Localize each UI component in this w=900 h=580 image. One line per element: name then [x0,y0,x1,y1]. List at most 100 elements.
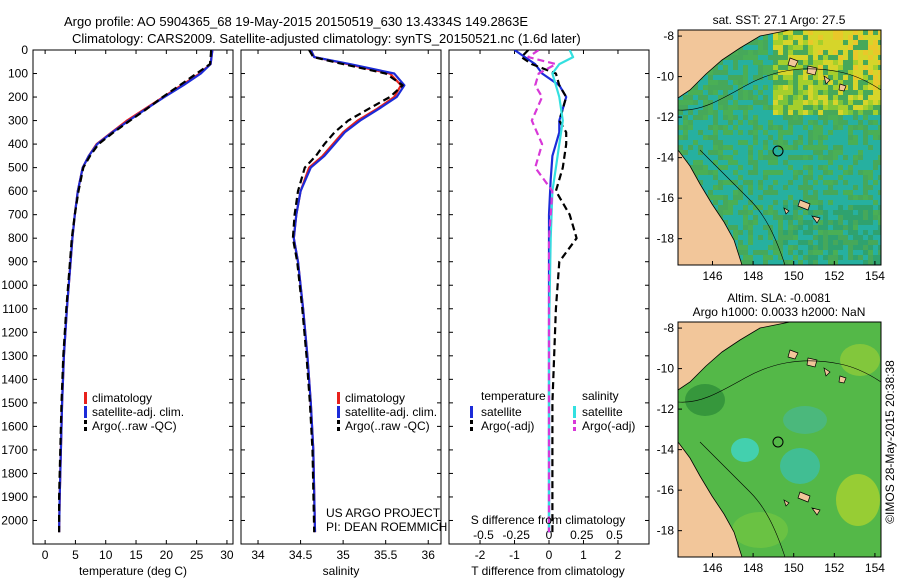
sst-cell [848,230,853,235]
sst-cell [828,65,833,70]
sst-cell [848,185,853,190]
sst-cell [718,160,723,165]
sst-cell [813,105,818,110]
sst-cell [693,150,698,155]
sst-cell [768,210,773,215]
sst-cell [778,130,783,135]
sst-cell [718,105,723,110]
sst-cell [813,95,818,100]
sst-cell [848,190,853,195]
sst-cell [733,215,738,220]
sst-cell [788,140,793,145]
sst-cell [878,185,881,190]
sst-cell [868,95,873,100]
sst-cell [778,150,783,155]
sst-cell [703,165,708,170]
sst-axis-ticks: 146 148 150 152 154 -8 -10 -12 -14 -16 -18 [657,29,886,283]
sst-cell [878,170,881,175]
sst-cell [688,130,693,135]
sst-cell [743,140,748,145]
sst-cell [778,145,783,150]
sst-cell [843,75,848,80]
sst-cell [783,150,788,155]
sst-cell [683,110,688,115]
sst-cell [728,140,733,145]
sst-cell [853,260,858,265]
sst-cell [738,175,743,180]
sst-cell [803,215,808,220]
sst-cell [798,110,803,115]
sst-cell [813,85,818,90]
sst-cell [818,245,823,250]
sst-cell [778,95,783,100]
sst-cell [803,235,808,240]
sst-cell [813,170,818,175]
sst-cell [858,70,863,75]
sst-cell [788,210,793,215]
sst-cell [728,65,733,70]
sst-cell [798,195,803,200]
x-tick-label: 0 [42,548,49,562]
sst-cell [788,245,793,250]
sst-cell [868,100,873,105]
sst-cell [803,245,808,250]
sst-cell [763,80,768,85]
sst-cell [868,70,873,75]
sst-cell [748,165,753,170]
sst-cell [848,165,853,170]
sst-cell [853,205,858,210]
sst-cell [843,220,848,225]
sst-cell [828,35,833,40]
sst-cell [833,95,838,100]
sst-cell [808,50,813,55]
sst-cell [758,60,763,65]
sst-cell [818,190,823,195]
sst-cell [803,140,808,145]
map-y-tick-label: -8 [663,321,674,335]
sst-cell [748,135,753,140]
sst-cell [763,120,768,125]
sst-cell [693,145,698,150]
sst-cell [838,135,843,140]
sst-cell [818,205,823,210]
sst-cell [778,120,783,125]
sst-cell [878,245,881,250]
sst-cell [738,70,743,75]
sst-cell [873,50,878,55]
sst-cell [753,140,758,145]
sst-cell [763,205,768,210]
sst-cell [688,90,693,95]
sst-cell [733,200,738,205]
sst-cell [878,85,881,90]
sst-cell [843,205,848,210]
sla-axis-ticks: 146 148 150 152 154 -8 -10 -12 -14 -16 -18 [657,321,886,575]
sst-cell [753,195,758,200]
sst-cell [853,130,858,135]
sst-cell [693,120,698,125]
sst-cell [783,255,788,260]
map-y-tick-label: -8 [663,29,674,43]
sst-cell [873,130,878,135]
sst-cell [763,115,768,120]
sst-cell [823,105,828,110]
sst-cell [748,80,753,85]
sst-cell [838,55,843,60]
sst-cell [868,230,873,235]
sst-cell [833,115,838,120]
sst-cell [823,185,828,190]
sst-cell [738,110,743,115]
sst-cell [743,55,748,60]
sst-cell [723,180,728,185]
sst-cell [813,180,818,185]
sst-cell [828,245,833,250]
sst-cell [828,180,833,185]
map-x-tick-label: 154 [865,561,885,575]
x-tick-label: 35 [336,548,350,562]
sst-cell [723,125,728,130]
sst-cell [753,105,758,110]
sst-cell [873,220,878,225]
sst-cell [868,125,873,130]
sst-cell [688,100,693,105]
sst-cell [748,145,753,150]
sst-cell [873,225,878,230]
